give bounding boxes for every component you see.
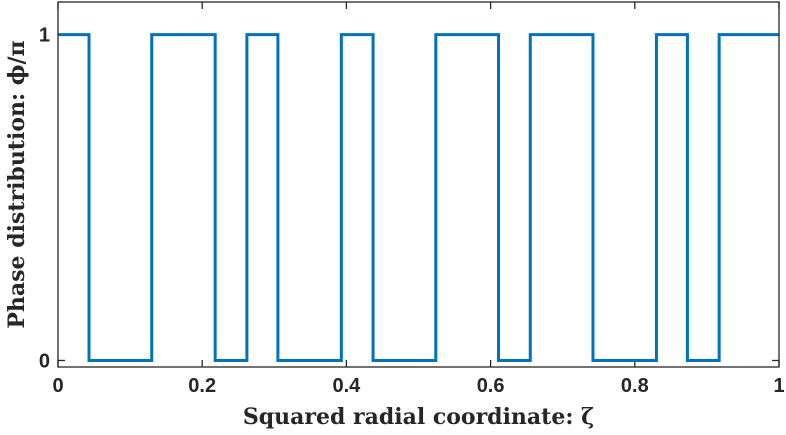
y-tick-label-1: 1 xyxy=(39,25,50,47)
series-group xyxy=(58,33,779,362)
y-axis-label: Phase distribution: ϕ/π xyxy=(4,40,30,328)
x-tick-label-3: 0.6 xyxy=(477,375,505,397)
tick-labels: 0 0.2 0.4 0.6 0.8 1 0 1 xyxy=(39,25,785,397)
series-line-0 xyxy=(58,33,779,362)
axes-frame xyxy=(57,1,780,368)
x-tick-label-4: 0.8 xyxy=(621,375,649,397)
x-tick-label-5: 1 xyxy=(773,375,784,397)
x-tick-label-2: 0.4 xyxy=(332,375,361,397)
x-tick-label-0: 0 xyxy=(52,375,63,397)
x-axis-label: Squared radial coordinate: ζ xyxy=(243,404,594,430)
y-tick-label-0: 0 xyxy=(39,350,50,372)
x-tick-label-1: 0.2 xyxy=(188,375,216,397)
